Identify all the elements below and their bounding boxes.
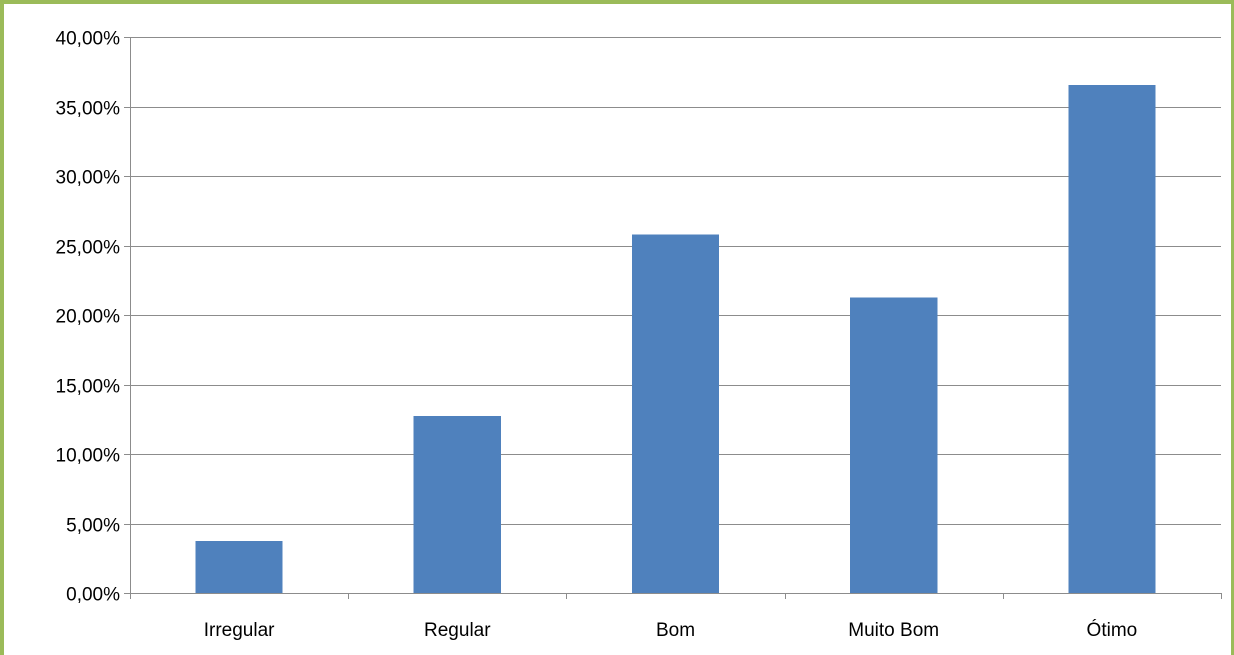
y-tick-label: 20,00%	[56, 307, 121, 328]
y-tick-label: 35,00%	[56, 99, 121, 120]
x-tick-labels: Irregular Regular Bom Muito Bom Ótimo	[204, 619, 1138, 641]
y-tick-label: 15,00%	[56, 377, 121, 398]
x-tick-label: Irregular	[204, 620, 275, 641]
bar-bom	[631, 234, 720, 593]
bar-irregular	[195, 540, 283, 593]
x-tick-label: Muito Bom	[848, 620, 939, 641]
bar-ótimo	[1068, 84, 1156, 593]
bars	[195, 84, 1156, 593]
x-tick-label: Bom	[656, 620, 695, 641]
y-tick-label: 0,00%	[66, 585, 120, 606]
y-tick-label: 25,00%	[56, 238, 121, 259]
x-tick-label: Regular	[424, 620, 491, 641]
y-tick-label: 5,00%	[66, 516, 120, 537]
axes	[124, 37, 1222, 599]
bar-muito-bom	[850, 297, 938, 593]
bar-regular	[413, 415, 501, 593]
x-tick-label: Ótimo	[1087, 619, 1138, 641]
y-tick-label: 30,00%	[56, 168, 121, 189]
y-tick-label: 40,00%	[56, 29, 121, 50]
y-tick-labels: 0,00% 5,00% 10,00% 15,00% 20,00% 25,00% 30,00%…	[56, 29, 121, 606]
y-tick-label: 10,00%	[56, 446, 121, 467]
